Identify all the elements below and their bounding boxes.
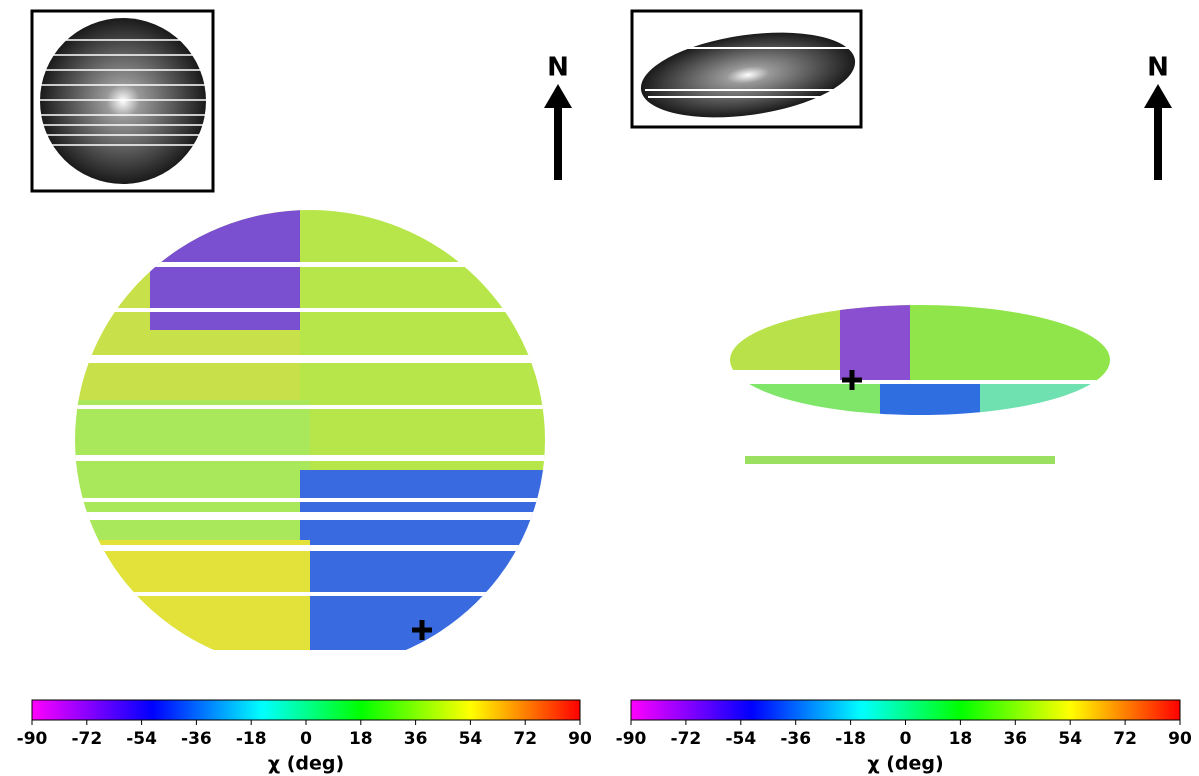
north-label: N — [1147, 53, 1169, 83]
tick-label: 72 — [513, 729, 537, 749]
tick-label: -90 — [17, 729, 48, 749]
tick-label: 54 — [1058, 729, 1082, 749]
polarization-map — [75, 210, 545, 650]
tick-label: -72 — [671, 729, 702, 749]
tick-label: 90 — [1168, 729, 1192, 749]
tick-label: -54 — [725, 729, 756, 749]
tick-label: 36 — [404, 729, 428, 749]
tick-label: 90 — [568, 729, 592, 749]
north-label: N — [547, 53, 569, 83]
north-arrow: N — [544, 53, 572, 180]
tick-label: 54 — [459, 729, 483, 749]
tick-label: -36 — [181, 729, 212, 749]
axis-label: χ (deg) — [867, 753, 943, 775]
center-marker — [412, 620, 432, 640]
inset-image — [630, 9, 863, 129]
tick-label: -72 — [71, 729, 102, 749]
tick-label: 36 — [1003, 729, 1027, 749]
inset-image — [30, 9, 215, 193]
colorbar — [31, 699, 581, 721]
tick-label: 18 — [349, 729, 373, 749]
tick-label: -90 — [616, 729, 647, 749]
colorbar — [630, 699, 1181, 721]
polarization-map — [730, 305, 1110, 415]
tick-label: 72 — [1113, 729, 1137, 749]
tick-label: -18 — [835, 729, 866, 749]
tick-label: 0 — [300, 729, 312, 749]
tick-label: -54 — [126, 729, 157, 749]
tick-label: 18 — [949, 729, 973, 749]
tick-label: -36 — [780, 729, 811, 749]
map-strip — [745, 456, 1055, 464]
axis-label: χ (deg) — [268, 753, 344, 775]
north-arrow: N — [1144, 53, 1172, 180]
center-marker — [842, 370, 862, 390]
tick-label: -18 — [236, 729, 267, 749]
tick-label: 0 — [900, 729, 912, 749]
